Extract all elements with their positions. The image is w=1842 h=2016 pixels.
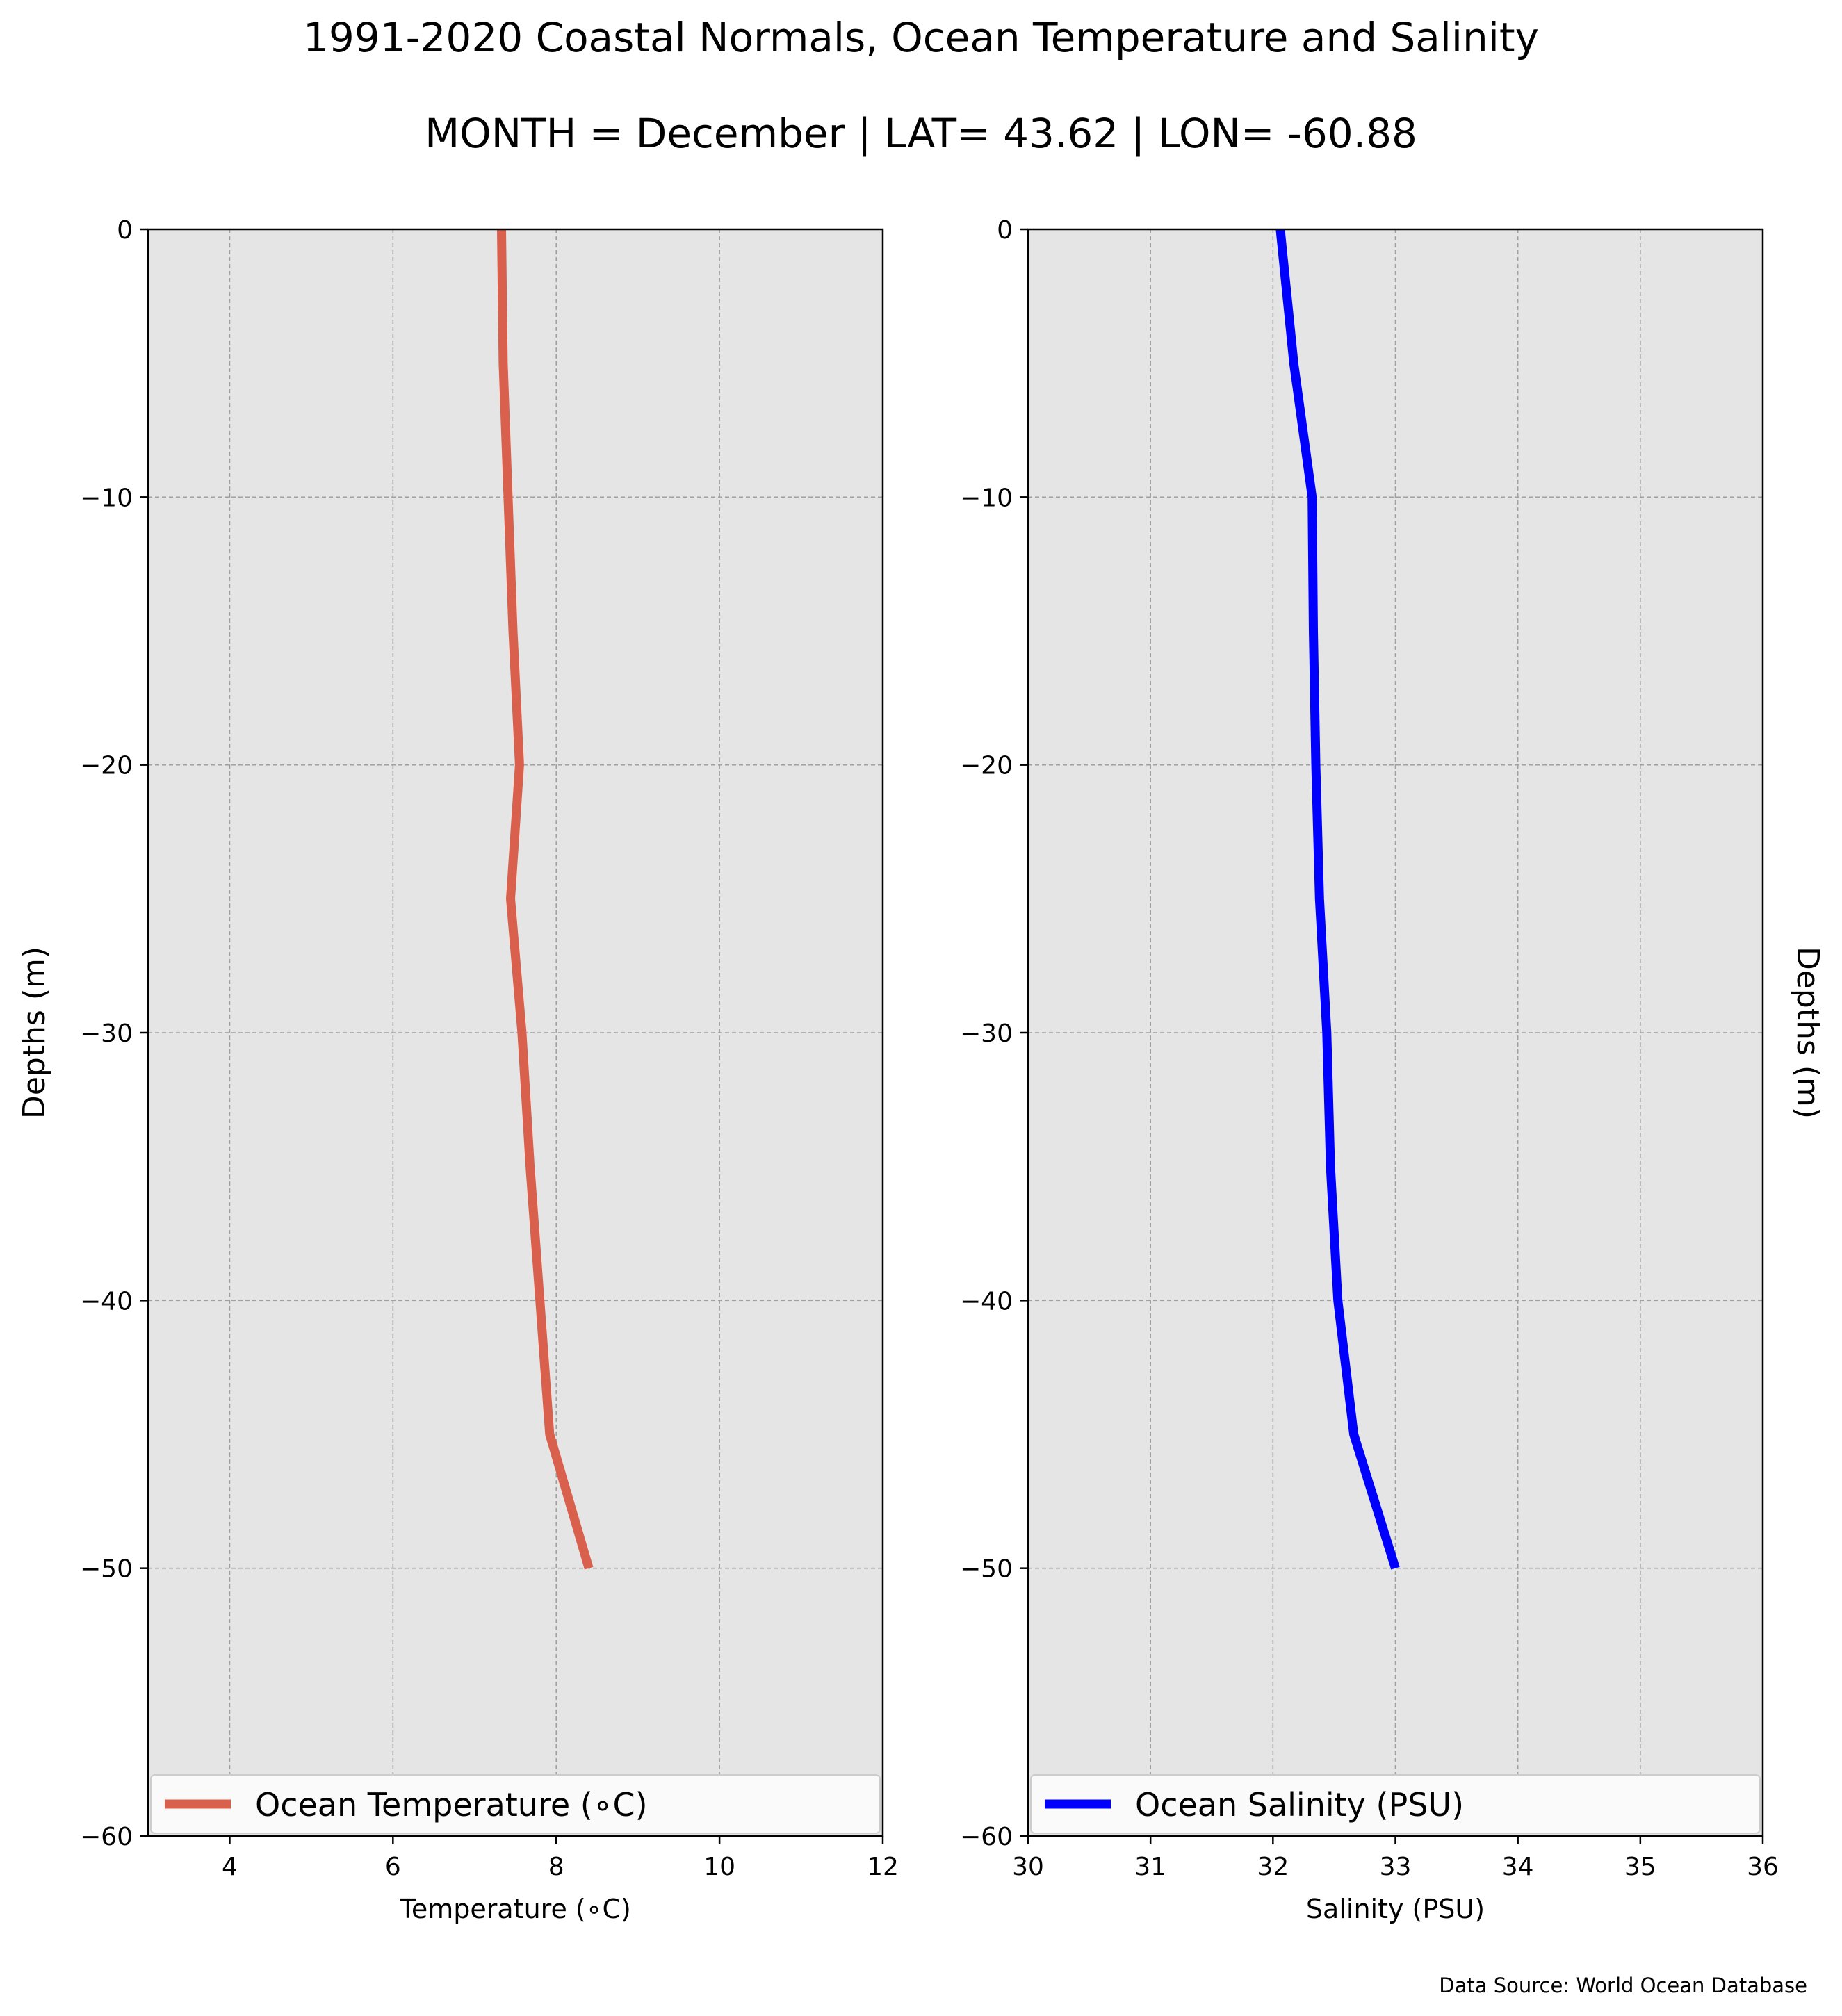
left-legend-box bbox=[150, 1774, 881, 1834]
data-source-note: Data Source: World Ocean Database bbox=[1439, 1974, 1807, 1997]
right-y-tick-label: −50 bbox=[960, 1555, 1013, 1584]
right-x-axis-label: Salinity (PSU) bbox=[1306, 1894, 1485, 1924]
right-x-tick-label: 35 bbox=[1624, 1853, 1656, 1881]
left-legend-label: Ocean Temperature (∘C) bbox=[255, 1786, 648, 1824]
left-x-tick-label: 12 bbox=[867, 1853, 899, 1881]
right-legend-label: Ocean Salinity (PSU) bbox=[1135, 1786, 1464, 1824]
right-y-tick-label: −60 bbox=[960, 1823, 1013, 1851]
right-y-axis-label: Depths (m) bbox=[1790, 946, 1825, 1119]
chart-title: 1991-2020 Coastal Normals, Ocean Tempera… bbox=[303, 14, 1539, 61]
left-y-tick-label: −10 bbox=[80, 484, 133, 512]
left-x-tick-label: 8 bbox=[548, 1853, 564, 1881]
left-y-tick-label: −30 bbox=[80, 1019, 133, 1048]
right-y-tick-label: −20 bbox=[960, 752, 1013, 780]
left-y-axis-label: Depths (m) bbox=[17, 946, 52, 1119]
right-x-tick-label: 30 bbox=[1012, 1853, 1044, 1881]
left-x-tick-label: 6 bbox=[385, 1853, 401, 1881]
left-series-line bbox=[497, 229, 594, 1570]
left-plot-area bbox=[148, 229, 883, 1836]
left-y-tick-label: 0 bbox=[117, 216, 133, 245]
left-x-axis-label: Temperature (∘C) bbox=[399, 1894, 631, 1924]
left-x-tick-label: 4 bbox=[222, 1853, 238, 1881]
right-series-line bbox=[1275, 229, 1400, 1570]
left-y-tick-label: −40 bbox=[80, 1287, 133, 1316]
right-y-tick-label: −30 bbox=[960, 1019, 1013, 1048]
right-x-tick-label: 36 bbox=[1747, 1853, 1779, 1881]
right-x-tick-label: 31 bbox=[1134, 1853, 1166, 1881]
right-legend-box bbox=[1030, 1774, 1761, 1834]
right-x-tick-label: 33 bbox=[1380, 1853, 1412, 1881]
right-y-tick-label: −40 bbox=[960, 1287, 1013, 1316]
right-x-tick-label: 34 bbox=[1502, 1853, 1534, 1881]
left-y-tick-label: −60 bbox=[80, 1823, 133, 1851]
right-x-tick-label: 32 bbox=[1257, 1853, 1289, 1881]
chart-subtitle: MONTH = December | LAT= 43.62 | LON= -60… bbox=[425, 110, 1417, 157]
left-x-tick-label: 10 bbox=[703, 1853, 735, 1881]
right-y-tick-label: −10 bbox=[960, 484, 1013, 512]
left-y-tick-label: −50 bbox=[80, 1555, 133, 1584]
left-y-tick-label: −20 bbox=[80, 752, 133, 780]
right-y-tick-label: 0 bbox=[997, 216, 1013, 245]
